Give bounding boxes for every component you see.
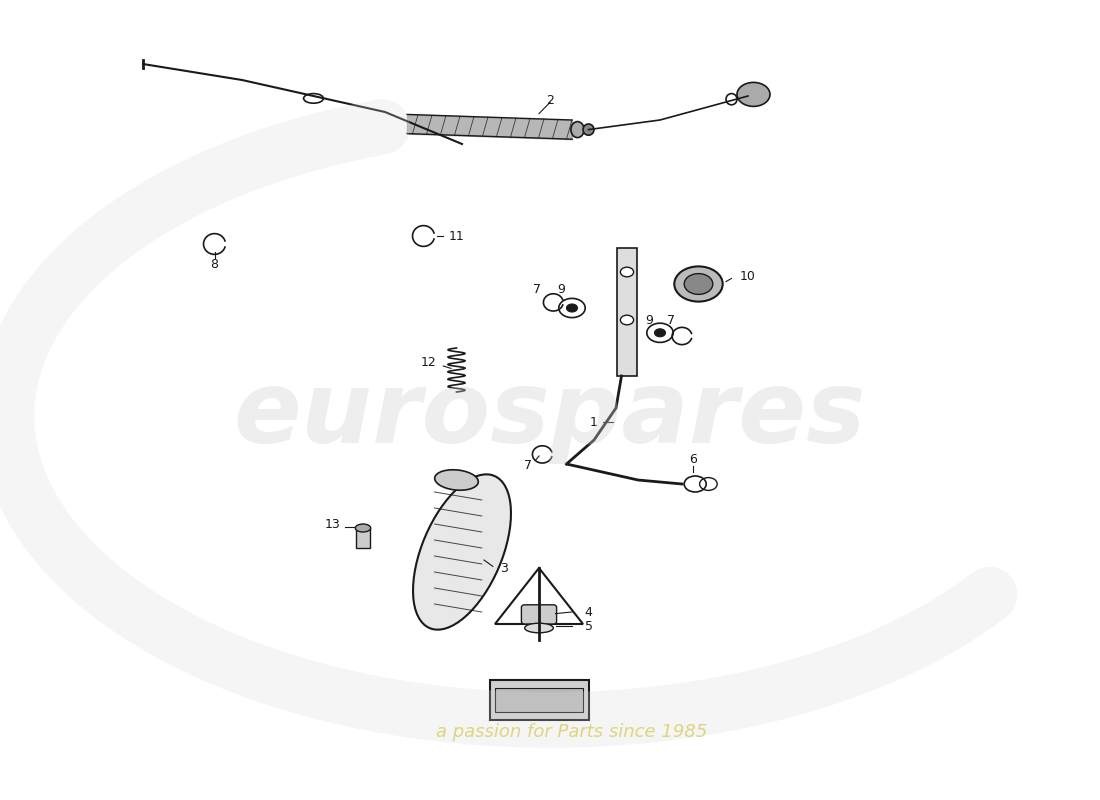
Bar: [495, 688, 583, 712]
Bar: [356, 528, 370, 548]
Text: 4: 4: [584, 606, 593, 618]
Text: 8: 8: [210, 258, 219, 270]
Circle shape: [654, 329, 666, 337]
Text: 9: 9: [645, 314, 653, 326]
Circle shape: [566, 304, 578, 312]
Text: 7: 7: [667, 314, 675, 326]
Text: 10: 10: [740, 270, 756, 282]
FancyBboxPatch shape: [521, 605, 557, 624]
Bar: [490, 680, 588, 720]
Bar: [617, 248, 637, 376]
Text: 5: 5: [584, 620, 593, 633]
Ellipse shape: [355, 524, 371, 532]
Ellipse shape: [434, 470, 478, 490]
Ellipse shape: [525, 623, 553, 633]
Text: a passion for Parts since 1985: a passion for Parts since 1985: [437, 723, 707, 741]
Text: 9: 9: [557, 283, 565, 296]
Ellipse shape: [583, 124, 594, 135]
Text: 12: 12: [421, 355, 437, 369]
Text: 11: 11: [449, 230, 464, 242]
Text: 7: 7: [524, 459, 532, 472]
Text: 13: 13: [324, 518, 340, 530]
Circle shape: [684, 274, 713, 294]
Text: 1: 1: [590, 416, 598, 429]
Text: 3: 3: [499, 562, 508, 574]
Circle shape: [674, 266, 723, 302]
Text: 7: 7: [532, 283, 541, 296]
Circle shape: [620, 315, 634, 325]
Text: eurospares: eurospares: [233, 367, 867, 465]
Ellipse shape: [412, 474, 512, 630]
Text: 2: 2: [546, 94, 554, 106]
Circle shape: [737, 82, 770, 106]
Ellipse shape: [571, 122, 584, 138]
Text: 6: 6: [689, 454, 697, 466]
Circle shape: [620, 267, 634, 277]
